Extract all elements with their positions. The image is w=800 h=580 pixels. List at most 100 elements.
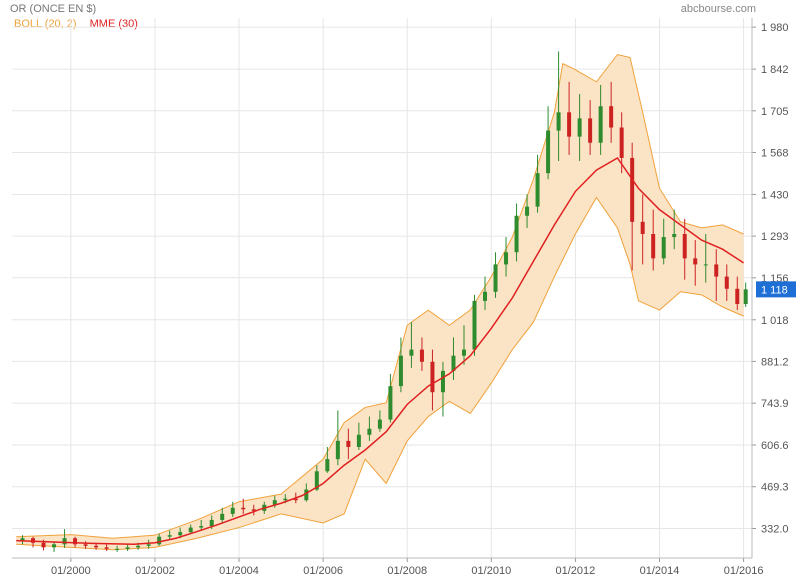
candle-body	[398, 355, 403, 387]
candle	[251, 504, 256, 516]
brand-label[interactable]: abcbourse.com	[680, 3, 756, 15]
candle	[735, 276, 740, 311]
candle	[167, 530, 172, 540]
candle	[31, 536, 36, 548]
candle-body	[272, 500, 277, 505]
mme-line	[16, 156, 745, 546]
candle	[325, 446, 330, 473]
candle	[472, 294, 477, 356]
candle-body	[630, 157, 635, 222]
candle-body	[31, 538, 36, 543]
candle	[567, 81, 572, 155]
candle	[52, 541, 57, 552]
mme-layer	[16, 156, 745, 546]
candle-body	[41, 542, 46, 548]
candle	[104, 544, 109, 552]
candle-body	[493, 264, 498, 292]
candle	[493, 252, 498, 298]
candle	[451, 337, 456, 381]
candle-body	[73, 538, 78, 545]
candle	[188, 524, 193, 534]
candle	[630, 142, 635, 271]
candle	[461, 325, 466, 365]
candle-body	[514, 215, 519, 253]
candle	[588, 100, 593, 155]
candle	[743, 282, 748, 308]
x-tick-label: 01/2008	[387, 565, 427, 577]
candle	[409, 322, 414, 368]
candle	[62, 529, 67, 548]
candle-body	[199, 526, 204, 528]
candle	[535, 154, 540, 213]
candle-body	[472, 300, 477, 350]
candle	[483, 276, 488, 311]
y-tick-label: 1 430	[761, 189, 789, 201]
candle-body	[367, 428, 372, 435]
candle-body	[356, 434, 361, 447]
candle	[724, 264, 729, 301]
candle-body	[388, 386, 393, 420]
candle	[157, 533, 162, 546]
bollinger-lower-line	[16, 196, 744, 551]
candle-body	[136, 545, 141, 548]
candle	[609, 81, 614, 143]
x-tick-label: 01/2002	[135, 565, 175, 577]
candle-body	[682, 234, 687, 259]
last-price-label: 1 118	[761, 284, 788, 296]
candle-body	[735, 288, 740, 304]
candle	[356, 422, 361, 450]
candle-body	[335, 440, 340, 460]
candle	[199, 519, 204, 531]
x-tick-label: 01/2014	[640, 565, 680, 577]
candle-body	[419, 349, 424, 362]
y-tick-label: 881.2	[761, 356, 789, 368]
candle-body	[556, 112, 561, 131]
x-tick-label: 01/2004	[219, 565, 259, 577]
candle-body	[125, 547, 130, 549]
x-tick-label: 01/2012	[556, 565, 596, 577]
bollinger-upper-line	[16, 53, 744, 539]
candle-body	[661, 237, 666, 259]
candle-body	[94, 545, 99, 548]
candle-body	[451, 355, 456, 371]
candle	[651, 209, 656, 271]
candle-body	[483, 291, 488, 301]
y-tick-label: 469.3	[761, 482, 789, 494]
candle	[398, 337, 403, 393]
y-tick-label: 606.6	[761, 440, 789, 452]
candle-body	[167, 535, 172, 537]
candle	[504, 237, 509, 277]
y-tick-label: 1 842	[761, 64, 789, 76]
candle	[367, 416, 372, 441]
last-price-box	[756, 281, 796, 298]
candle-body	[724, 276, 729, 289]
bollinger-band	[16, 53, 744, 551]
candle-body	[188, 527, 193, 533]
candle-body	[346, 440, 351, 447]
candle-body	[314, 471, 319, 490]
candle-body	[693, 258, 698, 265]
candle-body	[293, 498, 298, 501]
candle	[598, 84, 603, 155]
candle	[640, 194, 645, 265]
candle	[220, 507, 225, 524]
chart-title: OR (ONCE EN $)	[10, 3, 97, 15]
candle-body	[115, 548, 120, 550]
candle-body	[714, 264, 719, 277]
candle	[682, 218, 687, 280]
candle-body	[220, 513, 225, 520]
candle-body	[546, 130, 551, 174]
candles	[20, 51, 748, 552]
candle	[241, 498, 246, 514]
candle-body	[651, 234, 656, 259]
candle-body	[283, 498, 288, 501]
candle-body	[409, 349, 414, 356]
y-tick-label: 1 018	[761, 315, 789, 327]
y-tick-label: 1 293	[761, 231, 789, 243]
candle-body	[146, 544, 151, 546]
candle-body	[567, 112, 572, 137]
candle	[525, 194, 530, 228]
candle	[514, 203, 519, 262]
candle	[125, 544, 130, 552]
